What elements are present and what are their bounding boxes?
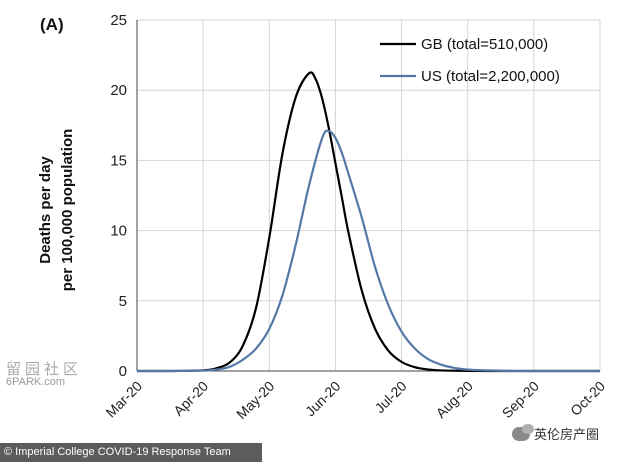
series-line-gb <box>136 71 600 373</box>
x-tick-label: Oct-20 <box>567 378 608 419</box>
x-tick-label: Apr-20 <box>170 378 211 419</box>
panel-label: (A) <box>40 15 64 34</box>
x-tick-label: Mar-20 <box>102 378 145 421</box>
y-tick-label: 15 <box>110 152 127 169</box>
series-line-us <box>136 129 600 373</box>
legend: GB (total=510,000) US (total=2,200,000) <box>380 36 560 85</box>
y-axis-label: Deaths per day per 100,000 population <box>37 129 76 292</box>
x-tick-label: Jul-20 <box>371 378 409 416</box>
y-tick-label: 10 <box>110 223 127 240</box>
y-tick-label: 5 <box>119 293 127 310</box>
y-tick-label: 0 <box>119 363 127 380</box>
legend-label-gb: GB (total=510,000) <box>421 36 548 53</box>
account-watermark-text: 英伦房产圈 <box>534 427 600 442</box>
grid-layer <box>136 19 601 372</box>
site-watermark-cn: 留园社区 <box>6 360 83 378</box>
site-watermark-en: 6PARK.com <box>6 376 66 388</box>
x-tick-label: Jun-20 <box>302 378 344 420</box>
series-layer <box>136 71 600 373</box>
y-axis-label-line2: per 100,000 population <box>59 129 76 292</box>
legend-label-us: US (total=2,200,000) <box>421 68 560 85</box>
y-tick-label: 25 <box>110 12 127 29</box>
image-credit: © Imperial College COVID-19 Response Tea… <box>0 443 262 462</box>
x-tick-label: May-20 <box>233 378 277 422</box>
y-tick-label: 20 <box>110 82 127 99</box>
wechat-icon <box>512 423 534 441</box>
x-tick-label: Aug-20 <box>433 378 476 421</box>
account-watermark: 英伦房产圈 <box>512 423 600 443</box>
y-axis-label-line1: Deaths per day <box>37 156 54 264</box>
x-tick-label: Sep-20 <box>499 378 542 421</box>
site-watermark: 留园社区 6PARK.com <box>6 360 83 389</box>
